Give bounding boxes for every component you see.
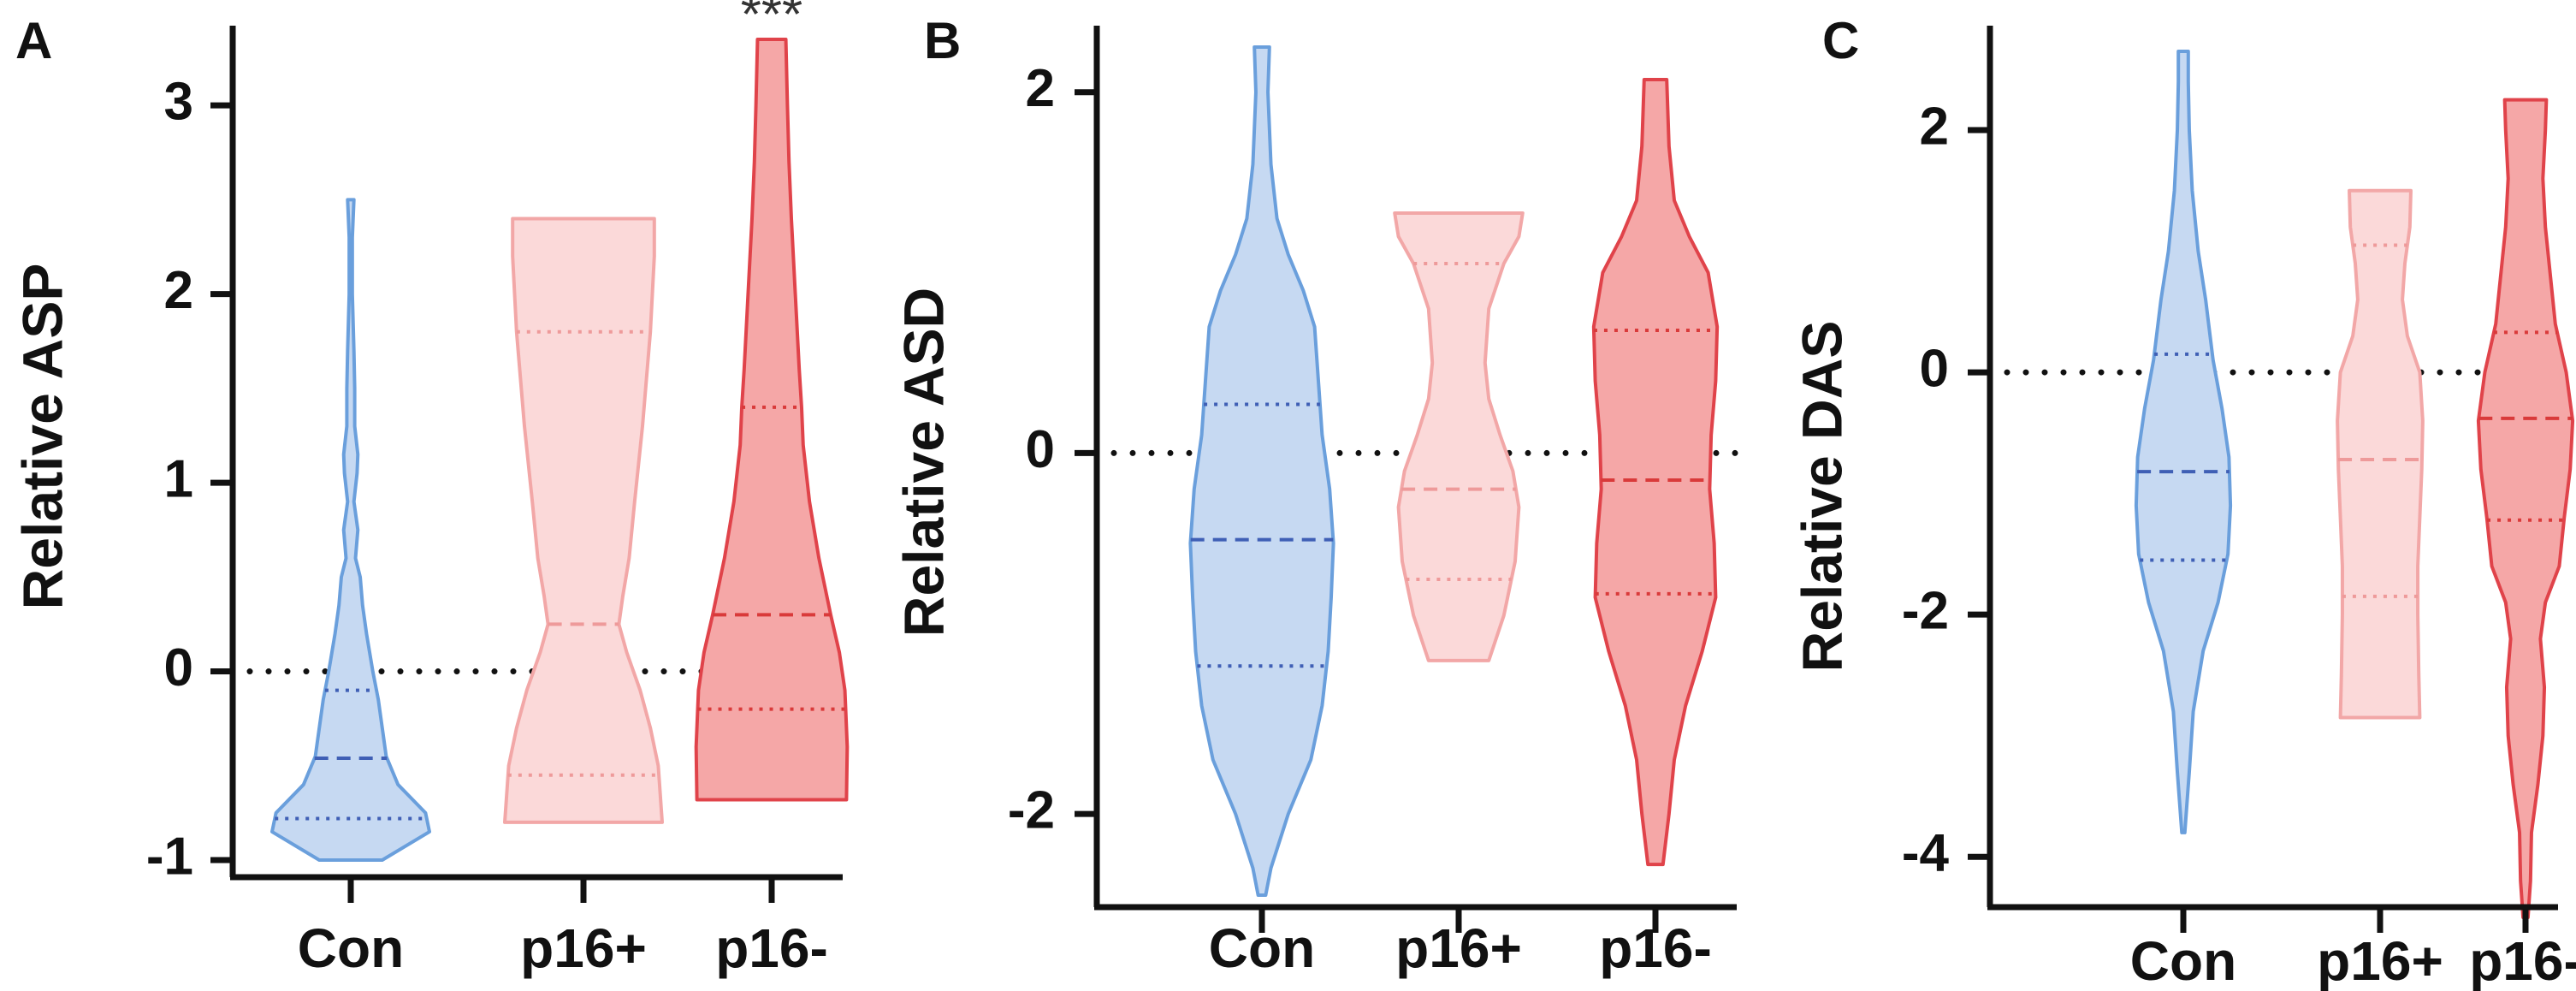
violin-p16minus <box>694 38 850 802</box>
y-axis-title: Relative ASP <box>10 264 74 610</box>
y-tick-label: -4 <box>1902 824 1950 883</box>
panel-A: A Relative ASP *** -1 0 1 2 3 Con p16+ p16- <box>10 0 850 979</box>
y-tick-label: 0 <box>1920 339 1949 398</box>
y-tick-label: 1 <box>164 449 193 508</box>
x-category-label: Con <box>2130 930 2236 991</box>
x-category-label: Con <box>298 917 404 979</box>
x-category-label: p16- <box>2469 930 2576 991</box>
x-category-label: p16+ <box>520 917 647 979</box>
panel-C: C Relative DAS -4 -2 0 2 Con p16+ p16- <box>1790 12 2576 991</box>
x-category-label: p16- <box>1599 917 1712 979</box>
y-tick-label: 2 <box>1026 59 1055 118</box>
violin-p16minus <box>2476 98 2575 919</box>
x-category-label: p16+ <box>2317 930 2443 991</box>
y-tick-label: 0 <box>164 638 193 697</box>
violin-p16plus <box>1393 211 1525 662</box>
y-tick-label: 0 <box>1026 420 1055 479</box>
significance-annotation: *** <box>741 0 802 45</box>
x-category-label: Con <box>1209 917 1315 979</box>
y-tick-label: 3 <box>164 73 193 132</box>
y-axis-title: Relative DAS <box>1790 321 1853 673</box>
y-tick-label: 2 <box>1920 97 1949 156</box>
panel-letter: A <box>15 12 52 69</box>
x-category-label: p16+ <box>1395 917 1522 979</box>
violin-Con <box>2134 50 2233 834</box>
panel-letter: B <box>924 12 961 69</box>
panel-letter: C <box>1822 12 1859 69</box>
violin-Con <box>1188 45 1335 897</box>
violin-p16minus <box>1591 77 1720 867</box>
violin-p16plus <box>2336 188 2425 720</box>
violin-Con <box>270 198 431 862</box>
x-category-label: p16- <box>715 917 828 979</box>
violin-p16plus <box>503 217 664 824</box>
y-tick-label: -2 <box>1902 582 1949 641</box>
y-axis-title: Relative ASD <box>891 288 955 637</box>
y-tick-label: -1 <box>146 827 193 886</box>
y-tick-label: 2 <box>164 261 193 320</box>
panel-B: B Relative ASD -2 0 2 Con p16+ p16- <box>891 12 1740 979</box>
y-tick-label: -2 <box>1008 780 1055 840</box>
